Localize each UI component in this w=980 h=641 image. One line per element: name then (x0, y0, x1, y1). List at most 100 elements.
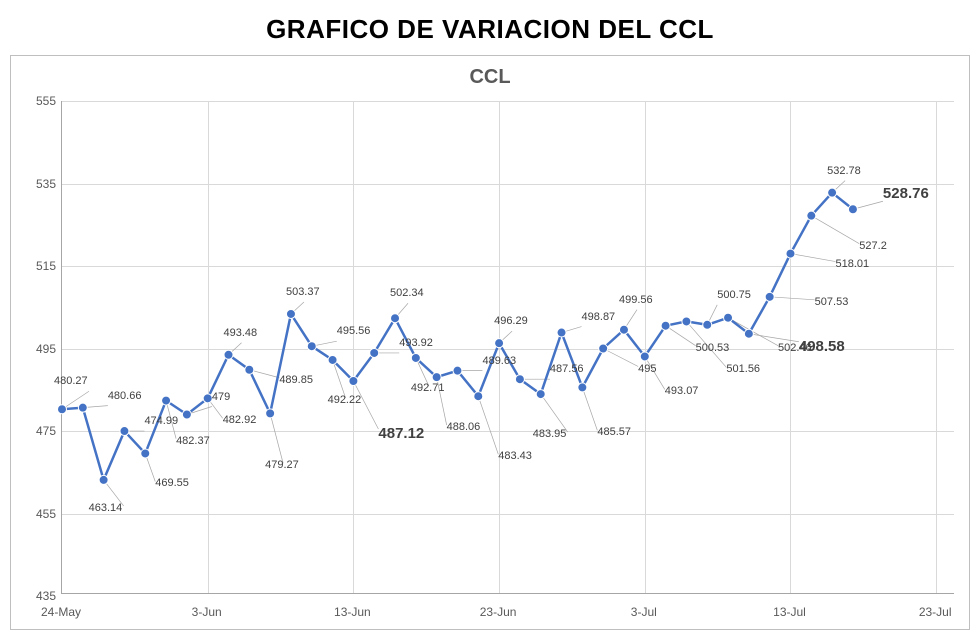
data-marker (495, 339, 504, 348)
data-marker (786, 249, 795, 258)
data-marker (599, 344, 608, 353)
data-marker (848, 205, 857, 214)
data-marker (58, 405, 67, 414)
data-marker (703, 320, 712, 329)
data-label: 483.43 (498, 450, 532, 462)
data-label: 532.78 (827, 165, 861, 177)
data-label: 499.56 (619, 294, 653, 306)
data-label: 492.22 (328, 394, 362, 406)
data-marker (370, 348, 379, 357)
data-label: 479 (212, 391, 230, 403)
data-label: 480.27 (54, 375, 88, 387)
data-label: 463.14 (89, 502, 123, 514)
data-marker (78, 403, 87, 412)
data-label: 480.66 (108, 390, 142, 402)
data-marker (99, 475, 108, 484)
data-label: 528.76 (883, 185, 929, 202)
x-tick-label: 3-Jul (631, 605, 657, 619)
data-label: 498.58 (799, 338, 845, 355)
data-marker (557, 328, 566, 337)
y-tick-label: 515 (21, 259, 56, 273)
data-marker (474, 392, 483, 401)
x-tick-label: 23-Jul (919, 605, 952, 619)
data-marker (682, 317, 691, 326)
data-marker (432, 373, 441, 382)
leader-line (270, 413, 283, 463)
data-label: 501.56 (726, 363, 760, 375)
x-tick-label: 3-Jun (192, 605, 222, 619)
chart-container: CCL 480.27480.66463.14474.99469.55482.37… (10, 55, 970, 630)
data-marker (141, 449, 150, 458)
leader-line (790, 254, 835, 262)
data-marker (182, 410, 191, 419)
data-label: 489.63 (482, 355, 516, 367)
y-tick-label: 495 (21, 342, 56, 356)
data-marker (307, 342, 316, 351)
data-marker (162, 396, 171, 405)
data-label: 483.95 (533, 428, 567, 440)
data-label: 518.01 (835, 258, 869, 270)
data-label: 527.2 (859, 240, 887, 252)
data-label: 496.29 (494, 315, 528, 327)
data-marker (120, 427, 129, 436)
data-label: 503.37 (286, 286, 320, 298)
data-label: 500.53 (696, 342, 730, 354)
data-marker (328, 355, 337, 364)
data-label: 482.37 (176, 435, 210, 447)
x-tick-label: 24-May (41, 605, 81, 619)
leader-line (770, 297, 815, 300)
data-label: 500.75 (717, 289, 751, 301)
data-marker (411, 353, 420, 362)
data-marker (453, 366, 462, 375)
x-tick-label: 13-Jul (773, 605, 806, 619)
data-marker (245, 365, 254, 374)
data-marker (203, 394, 212, 403)
leader-line (541, 394, 568, 432)
main-title: GRAFICO DE VARIACION DEL CCL (0, 0, 980, 45)
data-marker (765, 292, 774, 301)
data-marker (807, 211, 816, 220)
data-marker (828, 188, 837, 197)
data-label: 493.48 (224, 327, 258, 339)
leader-line (582, 387, 597, 430)
x-tick-label: 13-Jun (334, 605, 371, 619)
data-label: 479.27 (265, 459, 299, 471)
data-label: 507.53 (815, 296, 849, 308)
leader-line (811, 216, 859, 244)
data-label: 469.55 (155, 477, 189, 489)
y-tick-label: 455 (21, 507, 56, 521)
data-label: 485.57 (597, 426, 631, 438)
leader-line (478, 396, 498, 454)
y-tick-label: 435 (21, 589, 56, 603)
data-label: 488.06 (447, 421, 481, 433)
data-label: 495.56 (337, 325, 371, 337)
data-marker (266, 409, 275, 418)
data-label: 487.56 (550, 363, 584, 375)
data-marker (578, 383, 587, 392)
data-label: 495 (638, 363, 656, 375)
data-marker (391, 314, 400, 323)
data-label: 492.71 (411, 382, 445, 394)
leader-line (749, 334, 799, 342)
data-marker (536, 390, 545, 399)
y-tick-label: 535 (21, 177, 56, 191)
data-label: 487.12 (378, 425, 424, 442)
data-label: 482.92 (223, 414, 257, 426)
data-label: 474.99 (144, 415, 178, 427)
data-label: 493.92 (399, 337, 433, 349)
data-marker (640, 352, 649, 361)
data-label: 502.34 (390, 287, 424, 299)
data-marker (349, 377, 358, 386)
y-tick-label: 555 (21, 94, 56, 108)
data-marker (286, 309, 295, 318)
data-marker (661, 321, 670, 330)
data-marker (619, 325, 628, 334)
leader-line (666, 326, 696, 346)
leader-line (603, 349, 638, 367)
y-tick-label: 475 (21, 424, 56, 438)
data-label: 489.85 (279, 374, 313, 386)
plot-area: 480.27480.66463.14474.99469.55482.374794… (61, 101, 954, 594)
data-marker (724, 313, 733, 322)
data-label: 498.87 (582, 311, 616, 323)
data-marker (224, 350, 233, 359)
